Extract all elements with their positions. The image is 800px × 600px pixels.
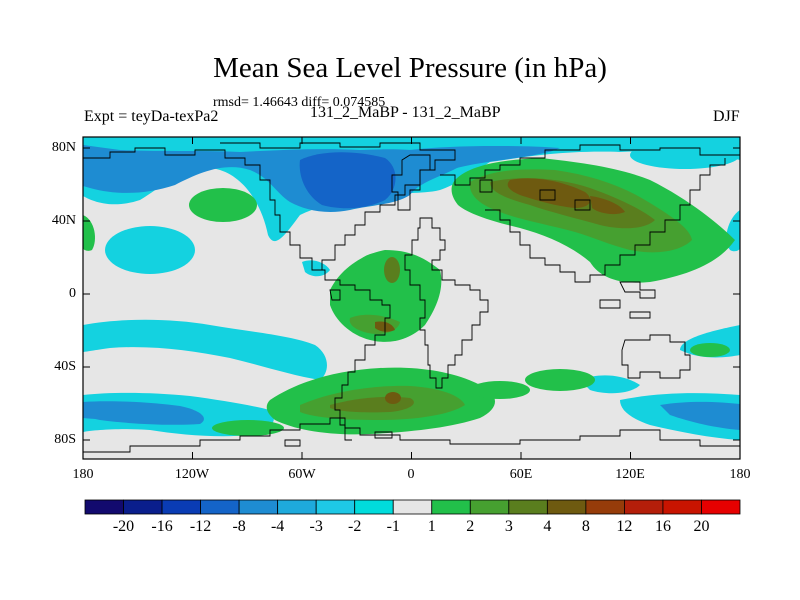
colorbar-box [392, 499, 433, 515]
colorbar-label: 8 [581, 518, 590, 535]
pressure-field [83, 137, 740, 459]
eurasia-brown-core-2 [590, 196, 625, 215]
lon-label-60e: 60E [509, 467, 533, 482]
lon-label-60w: 60W [288, 467, 316, 482]
colorbar-box [701, 499, 741, 515]
colorbar-box [84, 499, 124, 515]
tropical-cyan-blob [105, 226, 195, 274]
lat-label-80n: 80N [51, 140, 76, 155]
north-africa-olive [384, 257, 400, 283]
southern-ocean-east-blue [660, 401, 740, 430]
southern-cyan-band [83, 319, 327, 380]
colorbar-label: -8 [232, 518, 246, 535]
colorbar-label: 3 [504, 518, 513, 535]
colorbar-box [200, 499, 240, 515]
lat-label-40n: 40N [51, 213, 76, 228]
north-atlantic-blue-patch [410, 145, 560, 170]
colorbar-label: -16 [151, 518, 173, 535]
colorbar-label: 1 [427, 518, 436, 535]
south-indian-green [525, 369, 595, 391]
colorbar-box [277, 499, 317, 515]
colorbar-label: 2 [466, 518, 475, 535]
colorbar-box [315, 499, 356, 515]
southern-blue-strip [83, 409, 160, 420]
map-title: Mean Sea Level Pressure (in hPa) [213, 52, 607, 84]
colorbar-label: 12 [616, 518, 633, 535]
north-africa-green [355, 252, 411, 288]
south-indian-green-2 [470, 381, 530, 399]
colorbar-box [546, 499, 587, 515]
axis-ticks [82, 137, 741, 459]
lat-label-0: 0 [69, 286, 76, 301]
colorbar-label: -1 [386, 518, 400, 535]
lat-label-40s: 40S [54, 359, 76, 374]
colorbar-label: 4 [543, 518, 552, 535]
season-label: DJF [713, 108, 740, 125]
colorbar-label: -20 [112, 518, 135, 535]
colorbar-box [161, 499, 201, 515]
indian-cyan [580, 375, 640, 394]
pacific-green-blob [189, 188, 257, 222]
colorbar-box [662, 499, 702, 515]
colorbar-label: 20 [693, 518, 710, 535]
eurasia-brown-core [507, 178, 591, 208]
caribbean-cyan [302, 260, 330, 277]
colorbar-label: -3 [309, 518, 323, 535]
lon-label-120e: 120E [615, 467, 645, 482]
lon-label-0: 0 [407, 467, 415, 482]
lon-label-180e: 180 [729, 467, 751, 482]
colorbar-label: -2 [348, 518, 362, 535]
colorbar-box [469, 499, 510, 515]
lat-label-80s: 80S [54, 432, 76, 447]
run-comparison-label: 131_2_MaBP - 131_2_MaBP [310, 104, 501, 121]
colorbar-box [508, 499, 548, 515]
colorbar-box [123, 499, 163, 515]
left-edge-green [83, 215, 95, 251]
rmsd-diff-stats: rmsd= 1.46643 diff= 0.074585 [213, 95, 386, 110]
colorbar-box [238, 499, 279, 515]
colorbar [84, 499, 741, 515]
south-pacific-green [212, 420, 284, 436]
coastlines [83, 142, 740, 453]
colorbar-label: -12 [189, 518, 212, 535]
lon-label-120w: 120W [174, 467, 210, 482]
colorbar-box [431, 499, 471, 515]
colorbar-box [624, 499, 664, 515]
colorbar-box [354, 499, 394, 515]
south-atlantic-brown-core [385, 392, 401, 404]
lon-label-180w: 180 [72, 467, 94, 482]
colorbar-box [585, 499, 625, 515]
colorbar-label: 16 [654, 518, 671, 535]
experiment-label: Expt = teyDa-texPa2 [84, 108, 219, 125]
north-pacific-darkblue-low [299, 152, 396, 209]
antarctic-green-spot [690, 343, 730, 357]
colorbar-label: -4 [270, 518, 285, 535]
east-asia-blue-spot [630, 141, 740, 169]
